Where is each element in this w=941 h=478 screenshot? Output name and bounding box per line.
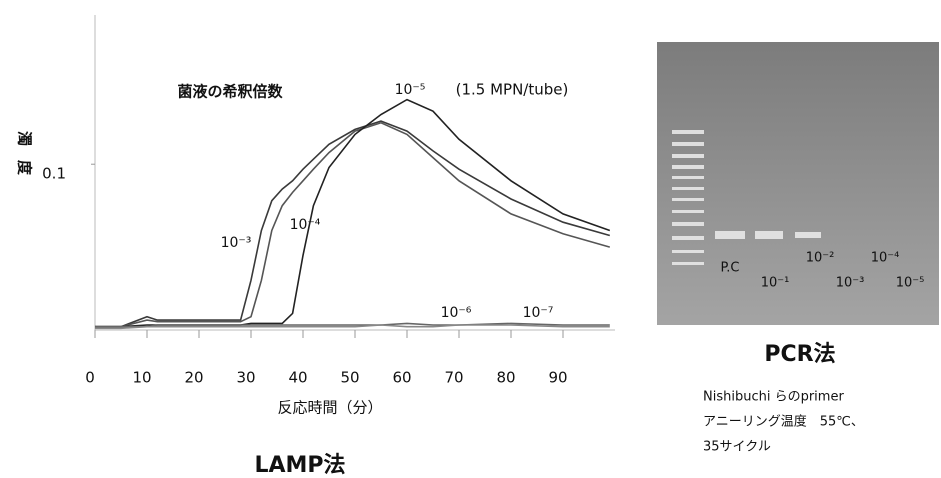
series-label: 10⁻⁴ (290, 217, 321, 233)
x-axis-label: 反応時間（分） (277, 399, 382, 417)
caption: LAMP法 (254, 453, 345, 478)
x-tick-label: 60 (392, 369, 411, 387)
series-label: 10⁻³ (221, 235, 252, 251)
lane-label: 10⁻⁵ (896, 276, 925, 291)
lane-label: P.C (720, 261, 739, 276)
y-axis-label: 濁度 (16, 131, 34, 189)
x-tick-label: 50 (340, 369, 359, 387)
annotation: 菌液の希釈倍数 (177, 83, 283, 101)
y-tick-label: 0.1 (42, 165, 66, 183)
note: 35サイクル (703, 440, 771, 455)
x-tick-label: 70 (444, 369, 463, 387)
x-tick-label: 0 (85, 369, 95, 387)
page: 0 10 20 30 40 50 60 70 80 90 0.1 濁度反応時間（分） LAMP法 菌液の希… (0, 0, 941, 478)
lane-label: 10⁻⁴ (871, 251, 900, 266)
x-tick-label: 90 (548, 369, 567, 387)
note: Nishibuchi らのprimer (703, 390, 844, 405)
x-tick-label: 30 (236, 369, 255, 387)
lane-label: 10⁻¹ (761, 276, 790, 291)
series-label: 10⁻⁷ (523, 305, 554, 321)
annotation: (1.5 MPN/tube) (456, 81, 569, 99)
x-tick-label: 10 (132, 369, 151, 387)
x-tick-label: 40 (288, 369, 307, 387)
lane-label: 10⁻³ (836, 276, 865, 291)
series-line (95, 123, 610, 327)
gel-title: PCR法 (764, 342, 835, 367)
x-tick-label: 80 (496, 369, 515, 387)
series-label: 10⁻⁵ (395, 82, 426, 98)
lane-label: 10⁻² (806, 251, 835, 266)
note: アニーリング温度 55℃、 (703, 414, 864, 430)
x-tick-label: 20 (184, 369, 203, 387)
series-label: 10⁻⁶ (441, 305, 472, 321)
series-line (95, 121, 610, 327)
